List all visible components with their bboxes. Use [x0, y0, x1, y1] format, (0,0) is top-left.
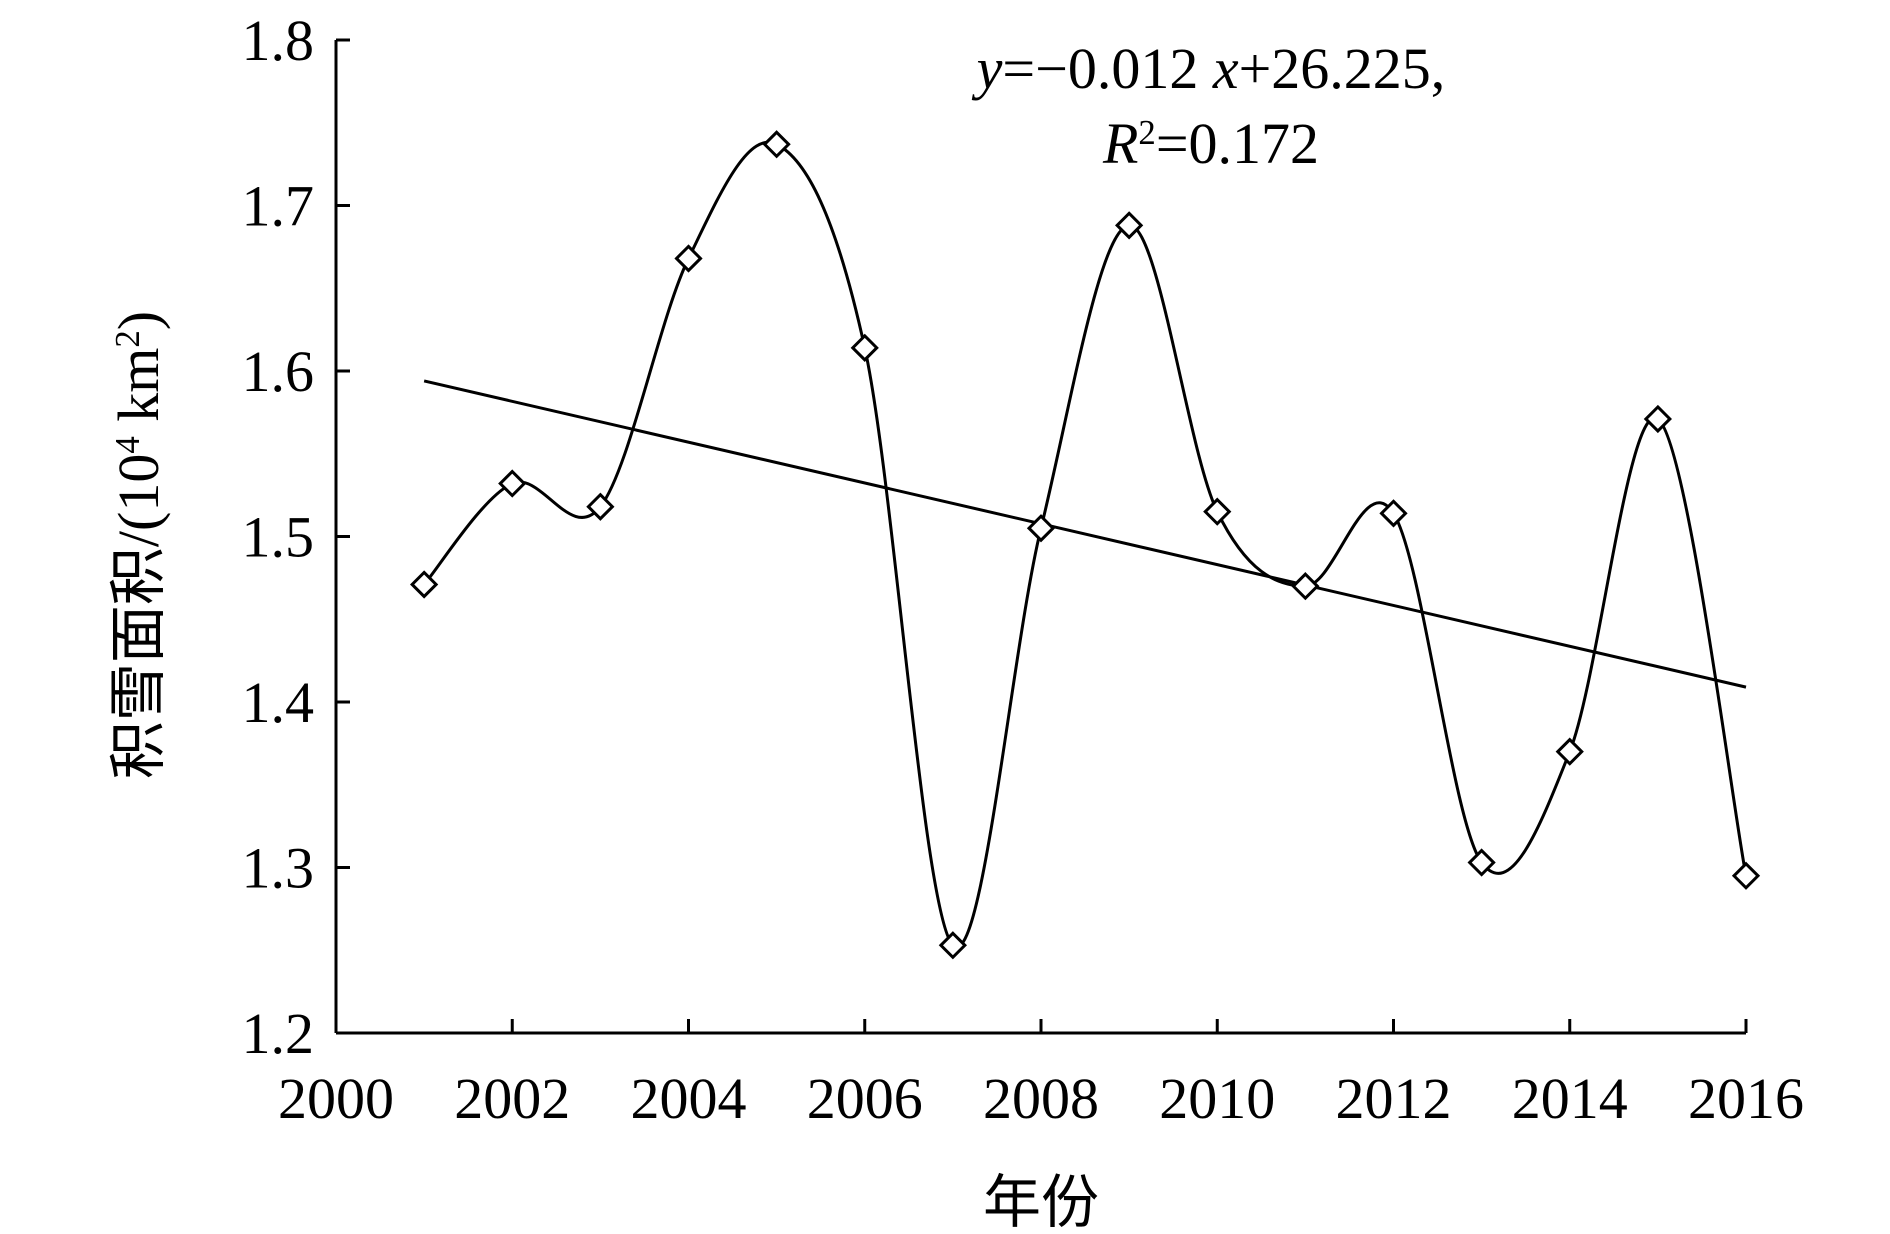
marker — [1379, 499, 1408, 528]
marker — [498, 469, 527, 498]
x-tick-label: 2000 — [278, 1066, 394, 1131]
y-tick-label: 1.2 — [242, 1001, 315, 1066]
marker — [1291, 572, 1320, 601]
text-part: ) — [106, 311, 171, 330]
text-part: =−0.012 — [1002, 36, 1212, 101]
x-tick-label: 2016 — [1688, 1066, 1804, 1131]
text-part: =0.172 — [1156, 111, 1319, 176]
text-part: 积雪面积/(10 — [106, 454, 171, 779]
y-tick-label: 1.4 — [242, 670, 315, 735]
annotation: R2=0.172 — [1102, 111, 1319, 176]
y-tick-label: 1.3 — [242, 836, 315, 901]
marker — [938, 931, 967, 960]
marker — [1555, 737, 1584, 766]
y-axis-title: 积雪面积/(104 km2) — [106, 311, 171, 779]
y-tick-label: 1.8 — [242, 8, 315, 73]
marker — [410, 570, 439, 599]
text-part: 4 — [108, 436, 147, 453]
line — [422, 140, 1748, 949]
x-tick-label: 2004 — [631, 1066, 747, 1131]
text-part: 2 — [108, 330, 147, 347]
marker — [1467, 848, 1496, 877]
x-axis-title: 年份 — [983, 1170, 1099, 1234]
x-tick-label: 2012 — [1336, 1066, 1452, 1131]
x-tick-label: 2014 — [1512, 1066, 1628, 1131]
marker — [1115, 211, 1144, 240]
x-tick-label: 2002 — [454, 1066, 570, 1131]
marker — [1643, 404, 1673, 434]
y-tick-label: 1.5 — [242, 505, 315, 570]
y-tick-label: 1.7 — [242, 174, 315, 239]
text-part: x — [1212, 36, 1239, 101]
text-part: 2 — [1138, 113, 1155, 152]
marker — [1731, 861, 1761, 890]
annotation: y=−0.012 x+26.225, — [972, 36, 1446, 101]
marker — [1026, 514, 1056, 543]
marker — [586, 492, 615, 521]
y-tick-label: 1.6 — [242, 339, 315, 404]
marker — [850, 333, 879, 362]
x-tick-label: 2008 — [983, 1066, 1099, 1131]
x-tick-label: 2006 — [807, 1066, 923, 1131]
text-part: +26.225, — [1239, 36, 1446, 101]
text-part: R — [1102, 111, 1138, 176]
x-tick-label: 2010 — [1159, 1066, 1275, 1131]
trendline — [423, 379, 1747, 689]
text-part: km — [106, 348, 171, 437]
marker — [674, 244, 703, 273]
marker — [1203, 497, 1232, 526]
marker — [762, 130, 791, 159]
text-part: y — [972, 36, 1003, 101]
